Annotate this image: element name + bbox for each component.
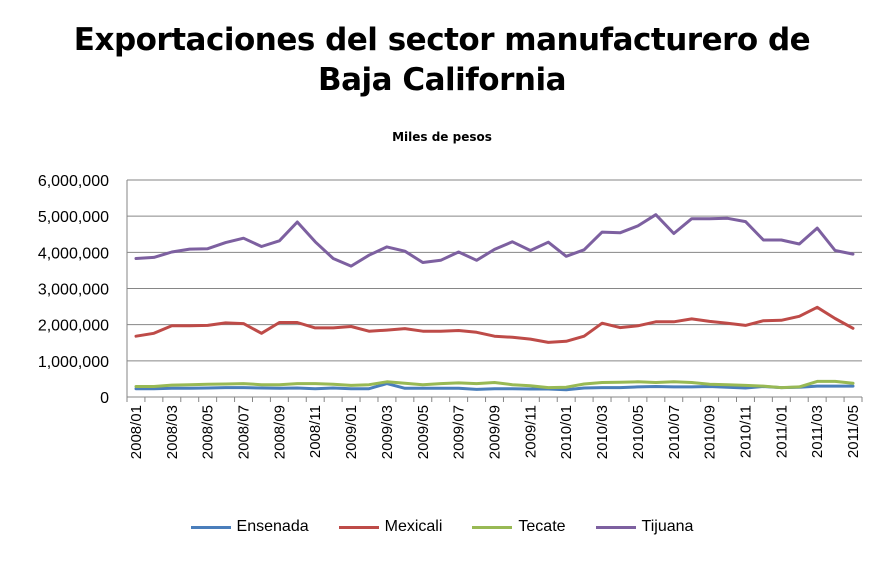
x-tick-label: 2010/07 [666, 405, 683, 459]
y-tick-label: 2,000,000 [38, 318, 109, 335]
y-axis-ticks: 0 1,000,000 2,000,000 3,000,000 4,000,000 5,0… [38, 173, 109, 407]
x-tick-label: 2009/09 [487, 405, 504, 459]
x-tick-label: 2008/11 [307, 405, 324, 458]
x-tick-label: 2010/01 [558, 405, 575, 459]
series-line-ensenada [134, 382, 855, 392]
y-tick-label: 1,000,000 [38, 354, 109, 371]
y-tick-label: 3,000,000 [38, 282, 109, 299]
x-tick-label: 2009/07 [451, 405, 468, 459]
series-line-tecate [134, 379, 855, 390]
x-tick-label: 2010/05 [630, 405, 647, 459]
x-axis: 2008/01 2008/03 2008/05 2008/07 2008/09 2008/… [126, 180, 863, 459]
legend-swatch [595, 525, 636, 529]
legend-swatch [472, 525, 513, 529]
legend-swatch [190, 525, 231, 529]
legend: Ensenada Mexicali Tecate Tijuana [0, 518, 884, 536]
legend-label: Tecate [518, 518, 566, 535]
x-tick-label: 2011/05 [845, 405, 862, 458]
chart-title-line2: Baja California [318, 62, 567, 98]
x-tick-label: 2011/01 [773, 405, 790, 458]
legend-label: Tijuana [641, 518, 694, 535]
gridlines [127, 179, 862, 362]
y-tick-label: 5,000,000 [38, 209, 109, 226]
legend-label: Ensenada [236, 518, 309, 535]
x-tick-label: 2011/03 [809, 405, 826, 458]
legend-label: Mexicali [384, 518, 443, 535]
x-tick-label: 2010/03 [594, 405, 611, 459]
x-tick-label: 2008/09 [271, 405, 288, 459]
x-tick-label: 2009/01 [343, 405, 360, 459]
legend-item: Tecate [472, 518, 566, 536]
x-tick-label: 2010/11 [737, 405, 754, 458]
legend-swatch [338, 525, 379, 529]
y-tick-label: 4,000,000 [38, 245, 109, 262]
x-tick-label: 2009/05 [415, 405, 432, 459]
x-tick-label: 2009/03 [379, 405, 396, 459]
series-line-mexicali [134, 305, 855, 344]
legend-item: Tijuana [595, 518, 694, 536]
x-tick-label: 2008/03 [164, 405, 181, 459]
x-tick-label: 2008/07 [236, 405, 253, 459]
chart-subtitle: Miles de pesos [392, 130, 492, 144]
series-line-tijuana [134, 213, 855, 268]
series-lines [134, 213, 855, 392]
chart-title-line1: Exportaciones del sector manufacturero d… [73, 22, 811, 58]
legend-item: Ensenada [190, 518, 309, 536]
y-tick-label: 0 [100, 390, 109, 407]
x-tick-label: 2009/11 [522, 405, 539, 458]
legend-item: Mexicali [338, 518, 443, 536]
x-tick-label: 2008/05 [200, 405, 217, 459]
chart-title: Exportaciones del sector manufacturero d… [0, 20, 884, 100]
x-tick-label: 2010/09 [702, 405, 719, 459]
x-tick-label: 2008/01 [128, 405, 145, 459]
y-tick-label: 6,000,000 [38, 173, 109, 190]
